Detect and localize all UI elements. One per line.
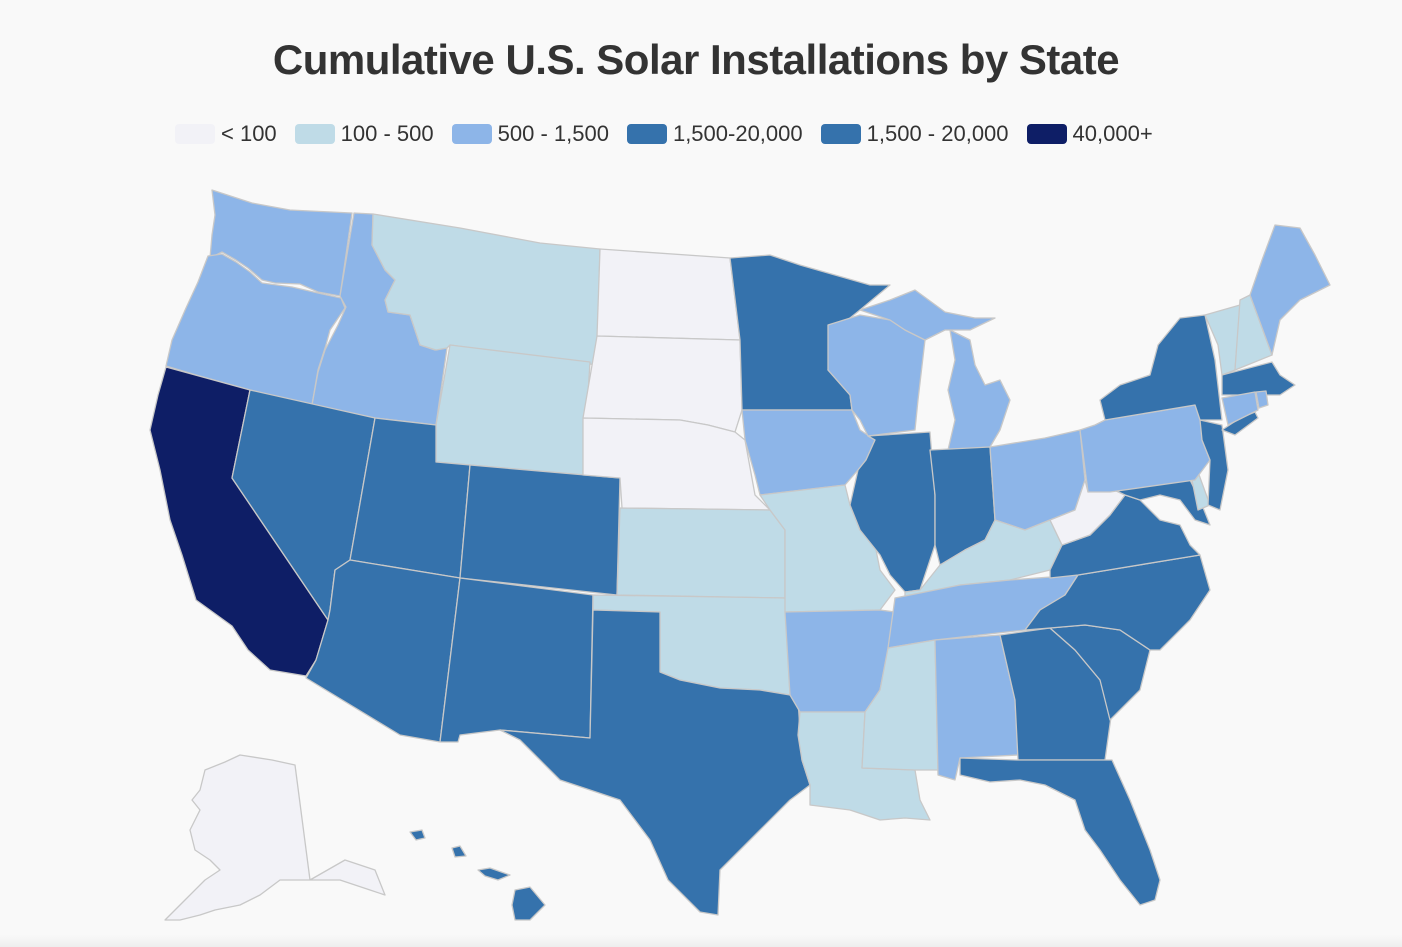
state-mi-upper[interactable]	[859, 289, 996, 341]
legend-label: 500 - 1,500	[497, 121, 609, 146]
state-co[interactable]	[459, 464, 621, 596]
state-nd[interactable]	[596, 248, 741, 341]
legend-swatch	[626, 124, 667, 144]
legend-item-100-500[interactable]: 100 - 500	[294, 121, 434, 147]
chart-title: Cumulative U.S. Solar Installations by S…	[272, 36, 1120, 83]
state-nc[interactable]	[1024, 554, 1211, 651]
legend-label: 40,000+	[1072, 121, 1153, 146]
state-hi-big[interactable]	[511, 886, 546, 921]
state-mi-lower[interactable]	[947, 329, 1011, 451]
state-ny[interactable]	[1099, 314, 1223, 421]
state-ak[interactable]	[164, 754, 386, 921]
state-ri[interactable]	[1255, 390, 1269, 409]
legend-item-1500-20000-b[interactable]: 1,500 - 20,000	[820, 121, 1009, 147]
legend-label: < 100	[221, 121, 277, 146]
legend-label: 100 - 500	[340, 121, 434, 146]
state-hi-oahu[interactable]	[451, 845, 467, 858]
state-mo[interactable]	[759, 484, 896, 613]
state-mt[interactable]	[371, 213, 601, 366]
state-hi-maui[interactable]	[477, 867, 511, 881]
state-wy[interactable]	[435, 344, 591, 476]
legend-swatch	[175, 124, 215, 144]
legend-swatch	[294, 124, 335, 144]
state-vt[interactable]	[1204, 304, 1241, 376]
state-nm[interactable]	[439, 577, 594, 743]
state-ct[interactable]	[1221, 391, 1259, 426]
bottom-edge	[0, 935, 1402, 947]
legend-label: 1,500 - 20,000	[866, 121, 1009, 146]
legend-item-1500-20000-a[interactable]: 1,500-20,000	[626, 121, 803, 147]
state-fl[interactable]	[959, 757, 1161, 906]
state-me[interactable]	[1249, 224, 1331, 356]
legend-item-40000-plus[interactable]: 40,000+	[1026, 121, 1153, 147]
state-ne[interactable]	[582, 417, 771, 511]
state-ma[interactable]	[1221, 361, 1296, 396]
state-or[interactable]	[165, 253, 346, 406]
state-hi-kauai[interactable]	[409, 829, 426, 841]
legend-swatch	[1026, 124, 1067, 144]
state-wa[interactable]	[209, 189, 353, 297]
legend-label: 1,500-20,000	[672, 121, 803, 146]
state-tx[interactable]	[499, 609, 811, 916]
legend-item-500-1500[interactable]: 500 - 1,500	[451, 121, 609, 147]
legend-swatch	[451, 124, 492, 144]
state-nj[interactable]	[1199, 419, 1229, 511]
state-ks[interactable]	[616, 507, 786, 599]
state-pa[interactable]	[1079, 404, 1211, 493]
legend-item-lt100[interactable]: < 100	[175, 121, 277, 147]
legend: < 100 100 - 500 500 - 1,500 1,500-20,000…	[175, 121, 1171, 147]
state-sd[interactable]	[582, 335, 743, 433]
legend-swatch	[820, 124, 861, 144]
